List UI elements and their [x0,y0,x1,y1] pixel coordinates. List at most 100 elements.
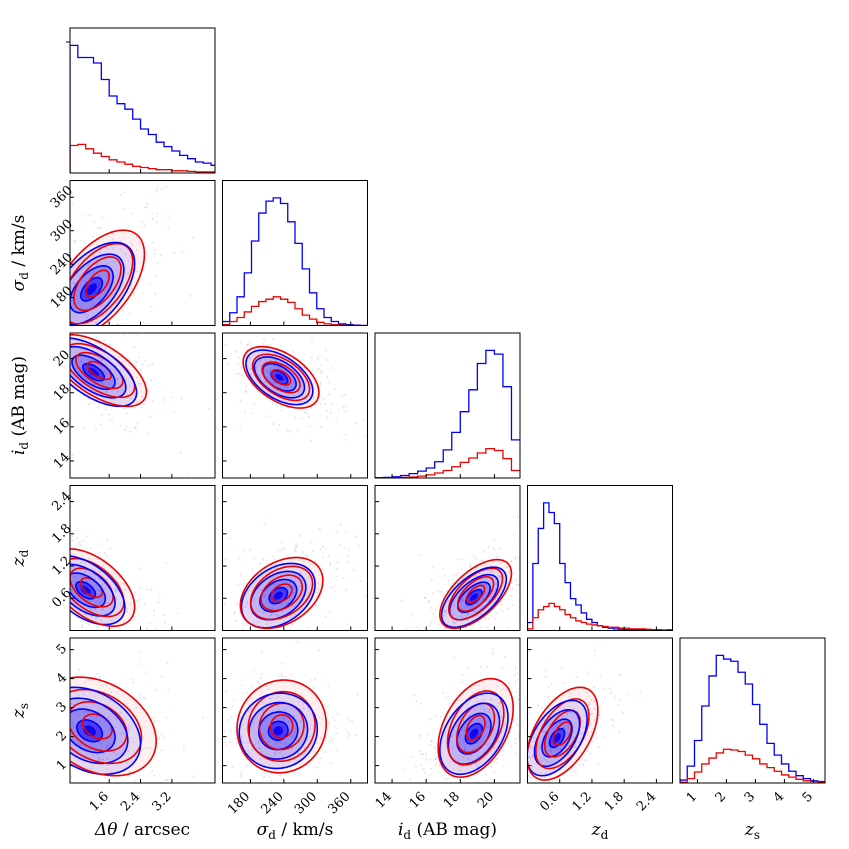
red-scatter-point [94,577,97,580]
blue-scatter-point [172,252,175,255]
red-scatter-point [515,752,518,755]
blue-scatter-point [465,723,468,726]
blue-scatter-point [458,811,460,813]
ticks-4-4 [696,779,814,783]
blue-scatter-point [62,280,64,282]
blue-scatter-point [578,764,581,767]
blue-scatter-point [64,345,66,347]
red-scatter-point [459,783,461,785]
blue-scatter-point [310,356,313,359]
red-scatter-point [335,531,338,534]
red-scatter-point [539,581,541,583]
blue-scatter-point [519,797,521,799]
panel-zd-vs-dtheta [21,535,179,652]
blue-scatter-point [107,716,110,719]
red-scatter-point [281,609,284,612]
blue-scatter-point [319,548,322,551]
blue-scatter-point [531,766,534,769]
blue-scatter-point [55,324,57,326]
blue-scatter-point [513,742,516,745]
red-scatter-point [463,755,466,758]
red-scatter-point [110,719,113,722]
blue-scatter-point [550,683,553,686]
blue-scatter-point [474,610,477,613]
red-contour-2 [70,688,143,765]
red-scatter-point [587,670,590,673]
red-scatter-point [107,356,110,359]
blue-scatter-point [433,787,435,789]
blue-scatter-point [487,546,490,549]
blue-scatter-point [314,604,317,607]
red-scatter-point [346,731,349,734]
red-scatter-point [126,762,129,765]
red-scatter-point [283,654,285,656]
red-contour-1 [70,701,128,752]
blue-scatter-point [299,721,302,724]
blue-scatter-point [81,560,84,563]
red-scatter-point [44,669,46,671]
blue-scatter-point [105,390,108,393]
red-scatter-point [117,650,119,652]
blue-scatter-point [27,314,29,316]
red-scatter-point [239,341,242,344]
red-contour-2 [448,567,504,621]
blue-scatter-point [437,590,440,593]
blue-scatter-point [593,707,596,710]
blue-scatter-point [231,765,234,768]
red-scatter-point [598,714,601,717]
blue-scatter-point [139,693,142,696]
blue-scatter-point [105,746,108,749]
blue-scatter-point [42,313,44,315]
blue-scatter-point [71,721,74,724]
red-scatter-point [434,608,437,611]
blue-scatter-point [251,599,254,602]
red-scatter-point [494,617,497,620]
blue-scatter-point [525,561,527,563]
red-scatter-point [479,761,482,764]
blue-scatter-point [279,751,282,754]
blue-scatter-point [618,673,621,676]
red-scatter-point [99,227,102,230]
red-scatter-point [29,307,31,309]
blue-scatter-point [265,685,268,688]
red-scatter-point [467,613,470,616]
blue-scatter-point [245,390,248,393]
histogram-imag [375,349,520,478]
blue-scatter-point [21,599,23,601]
blue-scatter-point [123,620,126,623]
blue-scatter-point [573,736,576,739]
red-scatter-point [483,625,486,628]
blue-scatter-point [146,588,149,591]
red-scatter-point [328,380,331,383]
blue-scatter-point [328,393,331,396]
red-scatter-point [563,727,566,730]
blue-scatter-point [320,756,323,759]
panel-frame-3-2 [374,485,521,631]
red-scatter-point [154,627,157,630]
blue-scatter-point [519,790,521,792]
blue-scatter-point [294,577,297,580]
blue-scatter-point [268,370,271,373]
blue-scatter-point [466,757,469,760]
red-contour-0 [86,360,112,381]
red-scatter-point [245,354,248,357]
blue-scatter-point [499,701,502,704]
blue-scatter-point [53,381,55,383]
ticks-3-2 [375,501,495,631]
blue-scatter-point [130,634,132,636]
red-scatter-point [410,612,413,615]
blue-scatter-point [97,753,100,756]
blue-scatter-point [128,730,131,733]
red-scatter-point [139,697,142,700]
red-scatter-point [92,303,95,306]
blue-scatter-point [621,712,624,715]
blue-scatter-point [289,581,292,584]
blue-scatter-point [466,619,469,622]
red-scatter-point [270,682,273,685]
blue-scatter-point [87,403,90,406]
red-scatter-point [478,700,481,703]
blue-scatter-point [246,741,249,744]
red-scatter-point [429,675,431,677]
blue-scatter-point [116,381,119,384]
blue-scatter-point [71,723,74,726]
